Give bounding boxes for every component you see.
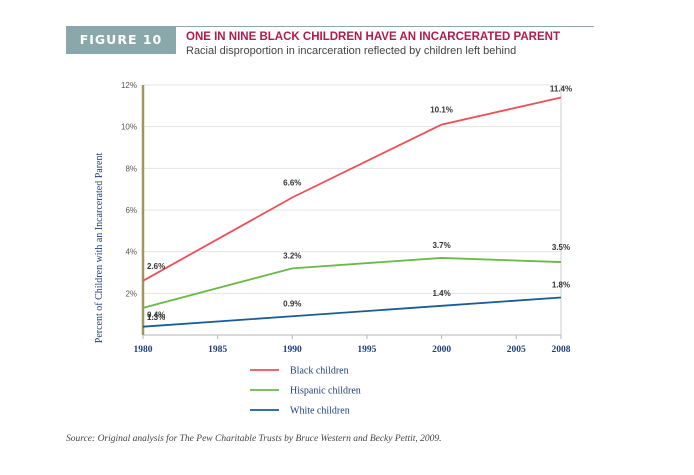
data-label: 1.3% <box>147 313 165 322</box>
legend-label: Hispanic children <box>290 386 361 397</box>
series-line-3 <box>142 296 562 328</box>
y-tick-label: 4% <box>125 248 137 257</box>
x-tick-label: 1985 <box>208 345 227 355</box>
data-label: 11.4% <box>550 85 572 94</box>
x-tick-label: 1990 <box>283 345 302 355</box>
y-axis-title: Percent of Children with an Incarcerated… <box>94 153 105 344</box>
data-label: 10.1% <box>430 106 453 115</box>
data-label: 1.4% <box>432 289 450 298</box>
x-tick-label: 1980 <box>134 345 153 355</box>
figure-title: ONE IN NINE BLACK CHILDREN HAVE AN INCAR… <box>186 31 560 43</box>
legend-label: Black children <box>290 366 349 377</box>
source-note: Source: Original analysis for The Pew Ch… <box>66 434 442 444</box>
x-tick-label: 1995 <box>357 345 376 355</box>
header-divider <box>176 26 594 27</box>
data-label: 0.9% <box>283 299 301 308</box>
y-tick-label: 8% <box>125 164 137 173</box>
series-line-2 <box>142 257 562 309</box>
x-tick-label: 2008 <box>552 345 571 355</box>
data-label: 2.6% <box>147 262 165 271</box>
figure-subtitle: Racial disproportion in incarceration re… <box>186 45 517 57</box>
data-label: 3.7% <box>432 241 450 250</box>
x-tick-label: 2000 <box>432 345 451 355</box>
data-label: 1.8% <box>552 281 570 290</box>
data-label: 0.4% <box>147 311 165 320</box>
y-tick-label: 10% <box>121 123 137 132</box>
figure-label: FIGURE 10 <box>66 26 176 54</box>
data-label: 6.6% <box>283 179 301 188</box>
data-label: 3.2% <box>283 251 301 260</box>
legend-label: White children <box>290 406 350 417</box>
series-line-1 <box>142 96 562 282</box>
x-tick-label: 2005 <box>507 345 526 355</box>
y-tick-label: 12% <box>121 81 137 90</box>
y-tick-label: 6% <box>125 206 137 215</box>
y-tick-label: 2% <box>125 289 137 298</box>
data-label: 3.5% <box>552 243 570 252</box>
